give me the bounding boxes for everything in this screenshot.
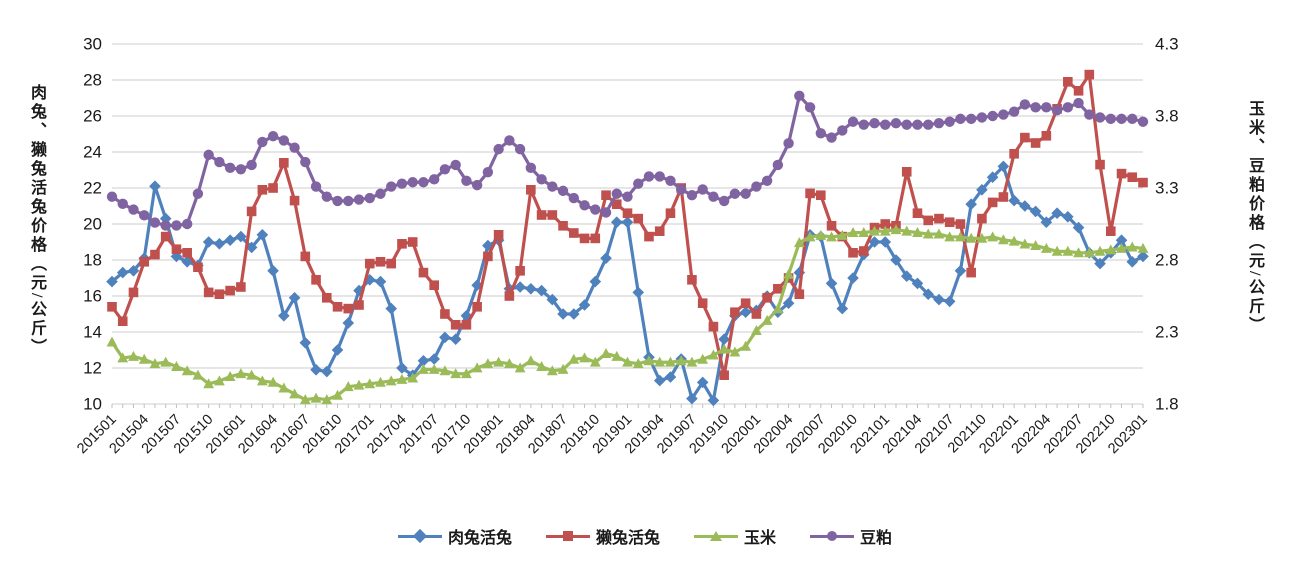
- legend-label: 肉兔活兔: [447, 530, 512, 547]
- svg-text:2.8: 2.8: [1155, 251, 1179, 270]
- svg-text:12: 12: [83, 359, 102, 378]
- legend-item-rabbit-meat: 肉兔活兔: [397, 524, 512, 548]
- legend-label: 玉米: [744, 530, 777, 547]
- legend-item-rex-rabbit: 獭兔活兔: [545, 524, 660, 548]
- svg-text:18: 18: [83, 251, 102, 270]
- rabbit-meat-diamond-marker-icon: [397, 528, 442, 544]
- svg-text:10: 10: [83, 395, 102, 414]
- legend-item-soybean-meal: 豆粕: [810, 524, 892, 548]
- soybean-meal-circle-marker-icon: [810, 529, 855, 543]
- rex-rabbit-square-marker-icon: [545, 529, 590, 543]
- legend-item-corn: 玉米: [694, 524, 776, 548]
- chart-legend: 肉兔活兔 獭兔活兔 玉米 豆粕: [0, 524, 1290, 548]
- svg-text:16: 16: [83, 287, 102, 306]
- legend-label: 豆粕: [860, 530, 893, 547]
- left-axis-title: 肉兔、獭兔活兔价格（元/公斤）: [28, 84, 45, 358]
- legend-label: 獭兔活兔: [595, 530, 660, 547]
- svg-text:4.3: 4.3: [1155, 35, 1179, 54]
- corn-triangle-marker-icon: [694, 529, 738, 543]
- svg-text:2.3: 2.3: [1155, 323, 1179, 342]
- svg-text:26: 26: [83, 107, 102, 126]
- right-axis-title: 玉米、豆粕价格（元/公斤）: [1246, 100, 1263, 336]
- svg-text:14: 14: [83, 323, 102, 342]
- svg-text:28: 28: [83, 71, 102, 90]
- svg-text:3.8: 3.8: [1155, 107, 1179, 126]
- svg-text:1.8: 1.8: [1155, 395, 1179, 414]
- svg-text:3.3: 3.3: [1155, 179, 1179, 198]
- svg-text:22: 22: [83, 179, 102, 198]
- svg-text:20: 20: [83, 215, 102, 234]
- svg-text:24: 24: [83, 143, 102, 162]
- svg-text:30: 30: [83, 35, 102, 54]
